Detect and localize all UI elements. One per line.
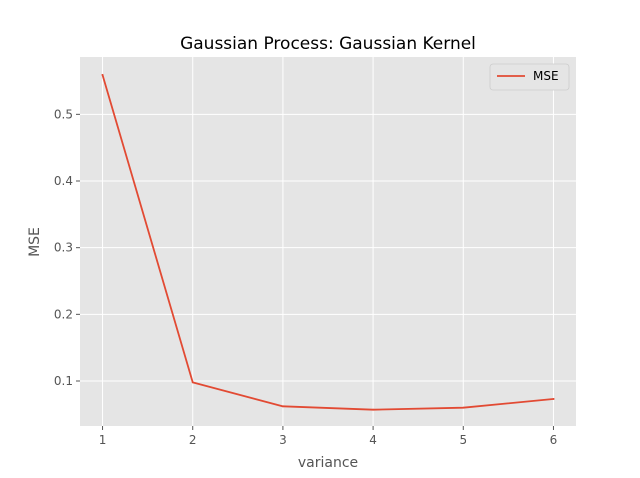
x-tick-label: 2: [189, 433, 197, 447]
y-axis-label: MSE: [27, 227, 43, 257]
grid-lines: [80, 57, 576, 426]
y-tick-label: 0.3: [54, 241, 73, 255]
legend: MSE: [489, 63, 570, 91]
legend-label: MSE: [533, 69, 559, 83]
plot-area: [80, 57, 576, 426]
x-tick-label: 5: [459, 433, 467, 447]
data-point: [282, 405, 284, 408]
data-point: [372, 408, 374, 411]
x-tick-label: 4: [369, 433, 377, 447]
series-layer: [101, 73, 555, 411]
x-tick-label: 6: [550, 433, 558, 447]
data-point: [101, 74, 104, 76]
x-tick-label: 1: [99, 433, 107, 447]
y-tick-label: 0.5: [54, 107, 73, 121]
series-line-mse: [101, 73, 555, 411]
axis-ticks: 1 2 3 4 5 6 0.1 0.2 0.3 0.4 0.5: [54, 107, 557, 447]
x-axis-label: variance: [298, 455, 358, 471]
x-tick-label: 3: [279, 433, 287, 447]
chart-title: Gaussian Process: Gaussian Kernel: [180, 34, 476, 54]
y-tick-label: 0.1: [54, 374, 73, 388]
data-point: [462, 406, 465, 409]
y-tick-label: 0.4: [54, 174, 73, 188]
data-point: [191, 381, 194, 384]
y-tick-label: 0.2: [54, 307, 73, 321]
data-point: [552, 398, 555, 400]
legend-box: [489, 63, 570, 91]
